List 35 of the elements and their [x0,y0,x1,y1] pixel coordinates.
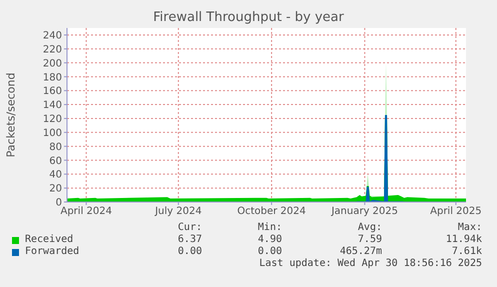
y-tick-label: 180 [42,72,62,84]
y-tick-label: 220 [42,44,62,56]
chart-title: Firewall Throughput - by year [152,10,345,25]
y-tick-label: 140 [42,100,62,112]
y-tick-label: 80 [49,142,62,153]
text: 6.37 [176,234,202,246]
y-tick-label: 40 [49,170,62,181]
text: 0.00 [176,246,202,258]
y-tick-label: 240 [42,30,62,42]
text: Last update: Wed Apr 30 18:56:16 2025 [258,258,482,270]
text: 0.00 [256,246,282,258]
y-tick-label: 160 [42,86,62,98]
y-tick-label: 20 [49,184,62,195]
y-tick-label: 0 [56,198,62,209]
y-tick-label: 100 [42,128,62,139]
text: 4.90 [256,234,282,246]
x-tick-label: January 2025 [330,206,398,218]
x-tick-label: April 2024 [60,206,112,218]
text: Max: [456,222,482,234]
y-tick-label: 60 [49,156,62,167]
text: Min: [256,222,282,234]
y-axis-title: Packets/second [4,72,18,158]
text: 465.27m [338,246,382,258]
text: 7.61k [450,246,482,258]
text: Cur: [176,222,202,234]
x-tick-label: July 2024 [154,206,202,218]
text: Avg: [356,222,382,234]
legend-label: Received [25,234,74,246]
x-tick-label: April 2025 [430,206,482,218]
legend-label: Forwarded [25,246,80,258]
text: 11.94k [444,234,482,246]
y-tick-label: 120 [42,114,62,126]
x-tick-label: October 2024 [237,206,306,218]
y-tick-label: 200 [42,58,62,70]
text: 7.59 [356,234,382,246]
